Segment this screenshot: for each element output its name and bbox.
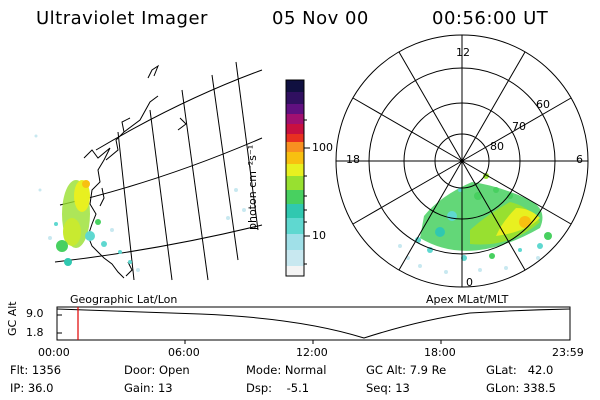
app-title: Ultraviolet Imager [36, 8, 208, 29]
info-glat: GLat: 42.0 [486, 363, 554, 377]
geographic-map [54, 61, 263, 281]
timeline-ytick-low: 1.8 [26, 326, 44, 339]
lat-label-80: 80 [490, 140, 504, 153]
timeline-axis-label: GC Alt [6, 301, 19, 336]
colorbar-unit-label: photon cm⁻²s⁻¹ [246, 144, 259, 230]
time-label: 00:56:00 UT [432, 8, 549, 29]
info-gain: Gain: 13 [124, 381, 173, 395]
info-ip: IP: 36.0 [10, 381, 54, 395]
polar-emission [398, 173, 552, 274]
info-seq: Seq: 13 [366, 381, 410, 395]
mlt-label-18: 18 [346, 153, 360, 166]
info-glon: GLon: 338.5 [486, 381, 556, 395]
info-door: Door: Open [124, 363, 190, 377]
orbit-timeline [56, 306, 571, 344]
mlt-label-6: 6 [576, 153, 583, 166]
lat-label-70: 70 [512, 120, 526, 133]
info-gc-alt: GC Alt: 7.9 Re [366, 363, 447, 377]
info-flt: Flt: 1356 [10, 363, 62, 377]
date-label: 05 Nov 00 [272, 8, 369, 29]
polar-plot [335, 34, 589, 288]
geo-emission [34, 134, 246, 272]
colorbar-tick-10: 10 [312, 229, 326, 242]
timeline-xtick-1200: 12:00 [296, 346, 328, 359]
timeline-xtick-0000: 00:00 [38, 346, 70, 359]
timeline-xtick-2359: 23:59 [552, 346, 584, 359]
apex-panel-label: Apex MLat/MLT [426, 293, 509, 306]
colorbar [285, 79, 310, 277]
lat-label-60: 60 [536, 98, 550, 111]
colorbar-tick-100: 100 [312, 141, 333, 154]
timeline-xtick-0600: 06:00 [168, 346, 200, 359]
geographic-panel-label: Geographic Lat/Lon [70, 293, 178, 306]
mlt-label-0: 0 [466, 276, 473, 289]
info-dsp: Dsp: -5.1 [246, 381, 310, 395]
timeline-xtick-1800: 18:00 [424, 346, 456, 359]
timeline-ytick-high: 9.0 [26, 307, 44, 320]
mlt-label-12: 12 [456, 46, 470, 59]
info-mode: Mode: Normal [246, 363, 327, 377]
